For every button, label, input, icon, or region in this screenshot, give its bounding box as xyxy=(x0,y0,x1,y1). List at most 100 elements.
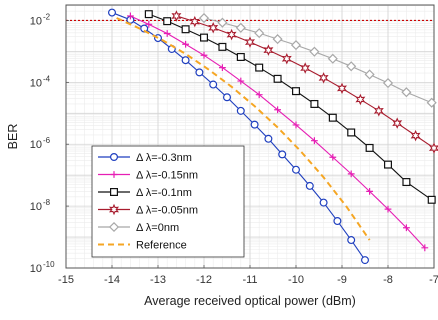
square-marker xyxy=(273,74,282,83)
diamond-marker xyxy=(309,46,320,57)
circle-marker xyxy=(223,93,232,102)
legend-entry: Reference xyxy=(98,240,187,252)
star-marker xyxy=(337,82,347,95)
diamond-marker xyxy=(382,77,394,89)
plus-marker xyxy=(384,205,392,213)
legend-entry: Δ λ=-0.05nm xyxy=(98,203,198,217)
x-tick-label: -7 xyxy=(429,274,438,286)
square-marker xyxy=(310,99,319,108)
plus-marker xyxy=(421,244,429,252)
diamond-marker xyxy=(254,28,265,39)
star-marker xyxy=(281,52,292,65)
diamond-marker xyxy=(426,97,437,108)
x-tick-label: -15 xyxy=(58,274,74,286)
plus-marker xyxy=(329,153,337,161)
star-marker xyxy=(392,117,403,129)
legend-entry: Δ λ=-0.1nm xyxy=(98,187,192,199)
diamond-marker xyxy=(364,69,375,80)
plus-marker xyxy=(110,171,118,178)
square-marker xyxy=(218,42,227,51)
circle-marker xyxy=(181,56,190,65)
circle-marker xyxy=(347,236,356,245)
plus-marker xyxy=(163,30,171,37)
circle-marker xyxy=(361,256,370,265)
circle-marker xyxy=(278,150,287,159)
circle-marker xyxy=(250,120,259,129)
circle-marker xyxy=(305,181,314,190)
square-marker xyxy=(109,188,118,197)
square-marker xyxy=(255,63,264,72)
x-axis-title: Average received optical power (dBm) xyxy=(144,294,356,308)
y-tick-exponent: -8 xyxy=(43,198,51,207)
legend-entry: Δ λ=0nm xyxy=(98,221,179,234)
plus-marker xyxy=(200,51,208,59)
circle-marker xyxy=(264,134,273,143)
series-line xyxy=(148,13,433,201)
x-tick-label: -8 xyxy=(383,274,393,286)
series-2 xyxy=(144,10,436,204)
star-marker xyxy=(355,93,366,106)
circle-marker xyxy=(319,198,328,207)
diamond-marker xyxy=(290,40,302,51)
plus-marker xyxy=(237,77,245,85)
plus-marker xyxy=(366,187,373,195)
series-3 xyxy=(171,10,438,154)
plus-marker xyxy=(182,40,189,48)
star-marker xyxy=(263,44,274,56)
plus-marker xyxy=(347,170,355,178)
x-tick-label: -13 xyxy=(150,274,166,286)
legend-label: Δ λ=-0.3nm xyxy=(136,152,192,164)
square-marker xyxy=(236,52,245,61)
y-tick-label: 10 xyxy=(30,201,42,213)
y-tick-exponent: -6 xyxy=(43,136,51,145)
series-1 xyxy=(127,12,429,252)
star-marker xyxy=(109,203,119,216)
series-4 xyxy=(198,12,437,108)
y-tick-label: 10 xyxy=(30,15,42,27)
square-marker xyxy=(384,160,393,169)
square-marker xyxy=(402,178,411,187)
star-marker xyxy=(245,36,255,48)
x-axis-ticks: -15 -14 -13 -12 -11 -10 -9 -8 -7 xyxy=(58,265,438,286)
plus-marker xyxy=(274,106,281,114)
circle-marker xyxy=(195,68,204,77)
y-tick-exponent: -10 xyxy=(43,260,55,269)
circle-marker xyxy=(109,153,118,162)
square-marker xyxy=(328,113,337,122)
circle-marker xyxy=(292,165,301,174)
legend-entry: Δ λ=-0.15nm xyxy=(98,170,198,182)
star-marker xyxy=(373,105,384,117)
legend-entry: Δ λ=-0.3nm xyxy=(98,152,192,164)
diamond-marker xyxy=(401,87,412,98)
x-tick-label: -9 xyxy=(337,274,347,286)
y-tick-exponent: -4 xyxy=(43,74,51,83)
circle-marker xyxy=(236,106,245,115)
y-axis-title: BER xyxy=(6,124,20,150)
square-marker xyxy=(163,17,172,26)
legend-label: Reference xyxy=(136,240,187,252)
star-marker xyxy=(300,62,311,74)
legend-label: Δ λ=-0.15nm xyxy=(136,170,198,182)
plus-marker xyxy=(403,224,410,232)
square-marker xyxy=(144,10,153,19)
legend: Δ λ=-0.3nm Δ λ=-0.15nm Δ λ=-0.1nm Δ λ=-0.05… xyxy=(91,145,245,258)
y-tick-label: 10 xyxy=(30,263,42,275)
diamond-marker xyxy=(108,221,120,233)
x-tick-label: -11 xyxy=(242,274,257,286)
star-marker xyxy=(189,15,200,28)
star-marker xyxy=(318,72,329,84)
square-marker xyxy=(347,128,356,137)
diamond-marker xyxy=(235,22,246,33)
x-tick-label: -10 xyxy=(288,274,304,286)
plus-marker xyxy=(127,12,134,20)
diamond-marker xyxy=(346,61,357,72)
diamond-marker xyxy=(217,17,228,28)
diamond-marker xyxy=(327,53,338,64)
diamond-marker xyxy=(272,34,283,45)
y-tick-exponent: -2 xyxy=(43,12,51,21)
plus-marker xyxy=(311,137,318,145)
legend-label: Δ λ=0nm xyxy=(136,222,179,234)
y-tick-label: 10 xyxy=(30,139,42,151)
